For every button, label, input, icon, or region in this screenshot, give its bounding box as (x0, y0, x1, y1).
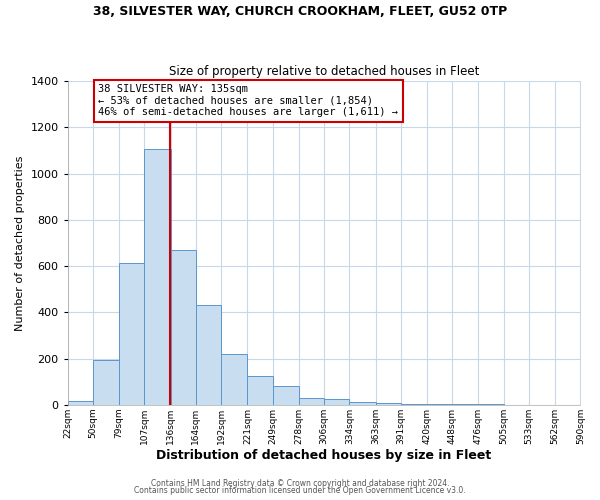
Bar (427, 404, 452, 405)
Bar (299, 398, 324, 405)
Bar (170, 250, 196, 405)
Text: 38 SILVESTER WAY: 135sqm
← 53% of detached houses are smaller (1,854)
46% of sem: 38 SILVESTER WAY: 135sqm ← 53% of detach… (98, 84, 398, 117)
Bar (349, 402, 376, 405)
Bar (221, 354, 247, 405)
Bar (119, 262, 145, 405)
Text: Contains public sector information licensed under the Open Government Licence v3: Contains public sector information licen… (134, 486, 466, 495)
Bar (68, 402, 93, 405)
Bar (145, 150, 170, 405)
Title: Size of property relative to detached houses in Fleet: Size of property relative to detached ho… (169, 66, 479, 78)
Y-axis label: Number of detached properties: Number of detached properties (15, 155, 25, 330)
X-axis label: Distribution of detached houses by size in Fleet: Distribution of detached houses by size … (157, 450, 492, 462)
Bar (196, 306, 221, 405)
Bar (452, 404, 478, 405)
Bar (376, 403, 401, 405)
Bar (272, 386, 299, 405)
Bar (401, 404, 427, 405)
Text: Contains HM Land Registry data © Crown copyright and database right 2024.: Contains HM Land Registry data © Crown c… (151, 478, 449, 488)
Bar (247, 376, 272, 405)
Bar (93, 360, 119, 405)
Text: 38, SILVESTER WAY, CHURCH CROOKHAM, FLEET, GU52 0TP: 38, SILVESTER WAY, CHURCH CROOKHAM, FLEE… (93, 5, 507, 18)
Bar (324, 399, 349, 405)
